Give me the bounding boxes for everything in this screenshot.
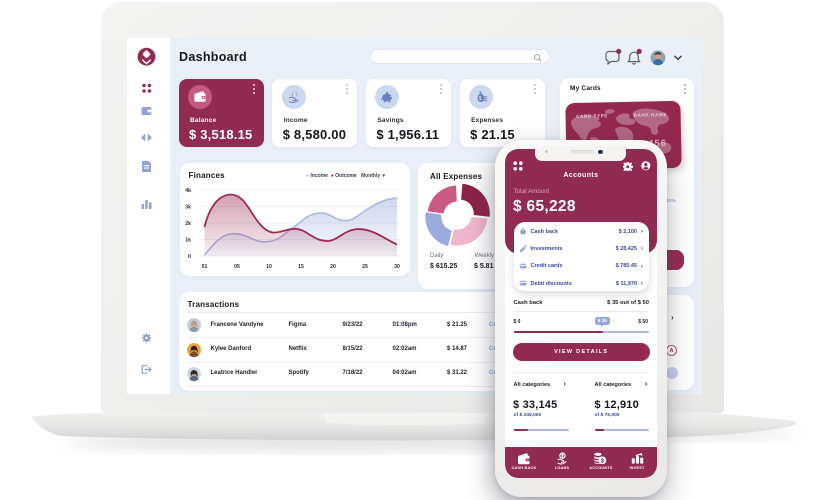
svg-text:BANK NAME: BANK NAME bbox=[634, 112, 668, 118]
svg-text:20: 20 bbox=[330, 264, 336, 270]
svg-text:25: 25 bbox=[362, 264, 368, 270]
svg-text:10: 10 bbox=[266, 264, 272, 270]
svg-text:$: $ bbox=[601, 458, 605, 464]
svg-text:2k: 2k bbox=[185, 221, 191, 227]
svg-text:4k: 4k bbox=[185, 188, 191, 194]
svg-text:$: $ bbox=[479, 95, 482, 101]
svg-text:1k: 1k bbox=[185, 238, 191, 244]
svg-text:456: 456 bbox=[648, 138, 667, 149]
svg-text:0: 0 bbox=[188, 254, 191, 260]
svg-text:30: 30 bbox=[394, 264, 400, 270]
svg-text:3k: 3k bbox=[185, 205, 191, 211]
svg-text:15: 15 bbox=[298, 264, 304, 270]
svg-text:05: 05 bbox=[234, 264, 240, 270]
svg-text:CARD TYPE: CARD TYPE bbox=[576, 113, 608, 119]
svg-text:01: 01 bbox=[202, 264, 208, 270]
